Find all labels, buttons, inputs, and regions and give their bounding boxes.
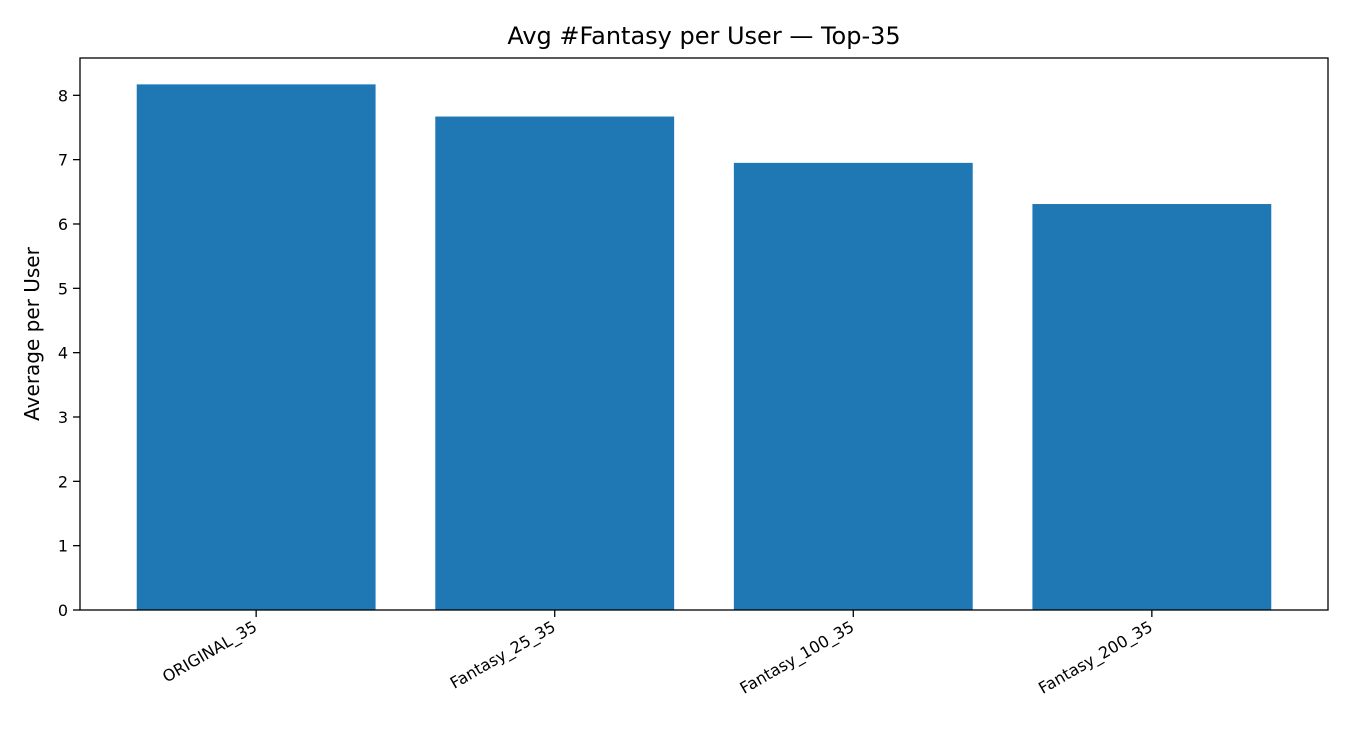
x-tick-label: Fantasy_25_35 <box>447 617 559 693</box>
y-tick-label: 8 <box>58 86 68 105</box>
x-tick-label: Fantasy_200_35 <box>1035 617 1156 699</box>
y-tick-label: 6 <box>58 215 68 234</box>
y-tick-label: 7 <box>58 151 68 170</box>
y-tick-label: 0 <box>58 601 68 620</box>
y-tick-label: 1 <box>58 537 68 556</box>
y-tick-label: 5 <box>58 279 68 298</box>
bar-Fantasy_25_35 <box>435 116 675 610</box>
y-axis-ticks: 0 1 2 3 4 5 6 7 8 <box>58 86 80 620</box>
x-tick-label: Fantasy_100_35 <box>737 617 858 699</box>
bar-Fantasy_200_35 <box>1032 204 1272 610</box>
bar-Fantasy_100_35 <box>733 162 973 610</box>
chart-title: Avg #Fantasy per User — Top-35 <box>507 22 900 50</box>
bars-group <box>136 84 1272 610</box>
y-tick-label: 4 <box>58 344 68 363</box>
x-axis-ticks: ORIGINAL_35 Fantasy_25_35 Fantasy_100_35 Fa… <box>159 610 1156 699</box>
x-tick-label: ORIGINAL_35 <box>159 617 261 687</box>
plot-frame <box>79 57 1329 611</box>
y-axis-label: Average per User <box>20 246 44 420</box>
y-tick-label: 2 <box>58 472 68 491</box>
y-tick-label: 3 <box>58 408 68 427</box>
bar-ORIGINAL_35 <box>136 84 376 610</box>
